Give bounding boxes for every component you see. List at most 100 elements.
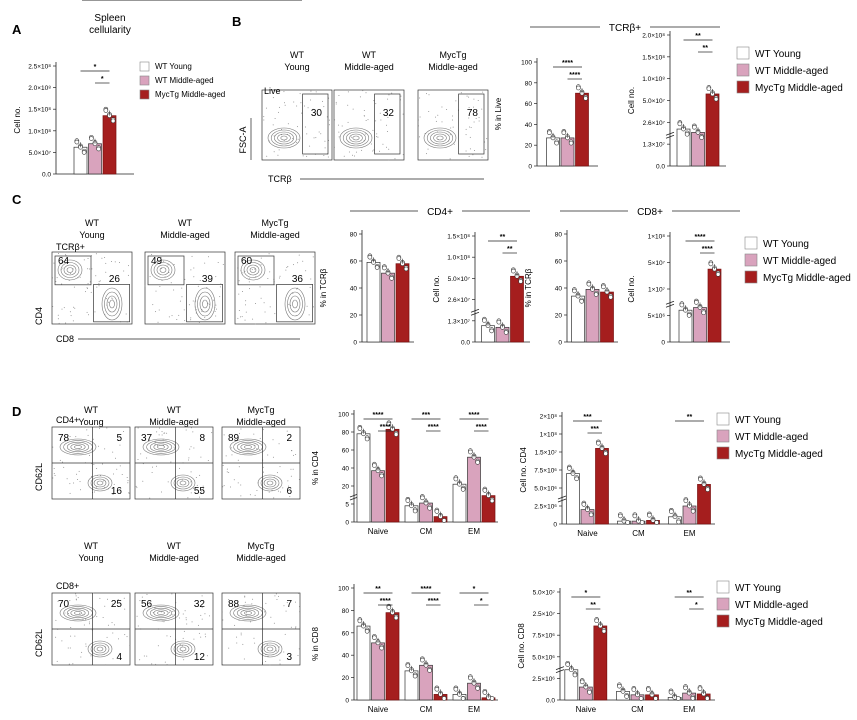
event-dot bbox=[98, 283, 100, 285]
legend-swatch-young bbox=[716, 412, 730, 426]
data-point bbox=[511, 268, 516, 274]
data-point bbox=[706, 86, 712, 92]
data-point bbox=[705, 696, 710, 701]
event-dot bbox=[192, 487, 194, 489]
event-dot bbox=[469, 148, 471, 150]
event-dot bbox=[244, 319, 246, 321]
event-dot bbox=[72, 320, 74, 322]
event-dot bbox=[272, 439, 274, 441]
event-dot bbox=[123, 430, 125, 432]
event-dot bbox=[297, 262, 299, 264]
data-point bbox=[379, 645, 384, 651]
contour-line bbox=[157, 445, 165, 449]
event-dot bbox=[104, 448, 106, 450]
data-point bbox=[677, 121, 683, 127]
data-point bbox=[74, 139, 80, 145]
event-dot bbox=[321, 100, 323, 102]
significance-label: **** bbox=[469, 412, 480, 419]
event-dot bbox=[208, 303, 210, 305]
event-dot bbox=[61, 640, 63, 642]
event-dot bbox=[347, 104, 349, 106]
event-dot bbox=[328, 119, 330, 121]
event-dot bbox=[194, 604, 196, 606]
event-dot bbox=[225, 455, 227, 457]
event-dot bbox=[237, 482, 239, 484]
event-dot bbox=[53, 467, 55, 469]
event-dot bbox=[219, 296, 221, 298]
data-point bbox=[89, 136, 94, 141]
plot-frame bbox=[234, 251, 316, 325]
event-dot bbox=[128, 492, 130, 494]
event-dot bbox=[66, 478, 68, 480]
event-dot bbox=[277, 111, 279, 113]
event-dot bbox=[449, 134, 451, 136]
event-dot bbox=[93, 592, 95, 594]
event-dot bbox=[222, 619, 224, 621]
panel-a-title-2: cellularity bbox=[89, 25, 131, 36]
event-dot bbox=[264, 611, 266, 613]
plot-frame bbox=[51, 251, 133, 325]
contour-line bbox=[179, 646, 187, 652]
legend-label-myc: MycTg Middle-aged bbox=[755, 83, 843, 94]
event-dot bbox=[299, 632, 301, 634]
event-dot bbox=[347, 91, 349, 93]
event-dot bbox=[56, 660, 58, 662]
event-dot bbox=[449, 158, 451, 160]
flow-plot-b-2: WT Middle-aged 32 bbox=[333, 50, 405, 161]
event-dot bbox=[191, 621, 193, 623]
event-dot bbox=[69, 435, 71, 437]
event-dot bbox=[179, 617, 181, 619]
significance-label: **** bbox=[695, 234, 706, 241]
event-dot bbox=[295, 454, 297, 456]
data-point bbox=[715, 272, 721, 277]
event-dot bbox=[215, 304, 217, 306]
data-point bbox=[690, 695, 696, 701]
y-tick-label: 5.0×10⁷ bbox=[448, 276, 471, 283]
event-dot bbox=[52, 446, 54, 448]
event-dot bbox=[365, 133, 367, 135]
data-point bbox=[460, 487, 466, 492]
event-dot bbox=[469, 126, 471, 128]
event-dot bbox=[377, 136, 379, 138]
event-dot bbox=[224, 283, 226, 285]
contour-line bbox=[287, 291, 303, 317]
event-dot bbox=[93, 464, 95, 466]
event-dot bbox=[85, 643, 87, 645]
contour-line bbox=[90, 476, 110, 490]
event-dot bbox=[96, 616, 98, 618]
event-dot bbox=[94, 311, 96, 313]
event-dot bbox=[245, 300, 247, 302]
event-dot bbox=[388, 159, 390, 161]
legend-swatch-myc bbox=[716, 446, 730, 460]
event-dot bbox=[89, 268, 91, 270]
event-dot bbox=[149, 603, 151, 605]
event-dot bbox=[155, 465, 157, 467]
data-point bbox=[420, 657, 425, 663]
event-dot bbox=[234, 253, 236, 255]
contour-line bbox=[260, 642, 280, 656]
contour-line bbox=[156, 264, 170, 276]
event-dot bbox=[91, 463, 93, 465]
contour-line bbox=[277, 133, 291, 143]
event-dot bbox=[112, 298, 114, 300]
contour-line bbox=[194, 287, 216, 321]
significance-label: ** bbox=[375, 586, 381, 593]
y-tick-label: 5×10⁷ bbox=[648, 260, 666, 267]
header-cd8: CD8+ bbox=[560, 204, 740, 218]
event-dot bbox=[222, 486, 224, 488]
event-dot bbox=[234, 624, 236, 626]
event-dot bbox=[290, 475, 292, 477]
data-point bbox=[110, 118, 116, 124]
event-dot bbox=[55, 281, 57, 283]
event-dot bbox=[472, 154, 474, 156]
event-dot bbox=[189, 448, 191, 450]
significance-label: ** bbox=[695, 33, 701, 40]
contour-line bbox=[349, 133, 363, 143]
event-dot bbox=[323, 106, 325, 108]
event-dot bbox=[137, 458, 139, 460]
event-dot bbox=[245, 614, 247, 616]
flow-plot-b-3: MycTg Middle-aged 78 bbox=[417, 50, 489, 161]
x-tick-label: Naive bbox=[368, 705, 389, 714]
contour-line bbox=[153, 609, 169, 617]
flow-title: Young bbox=[78, 553, 103, 563]
